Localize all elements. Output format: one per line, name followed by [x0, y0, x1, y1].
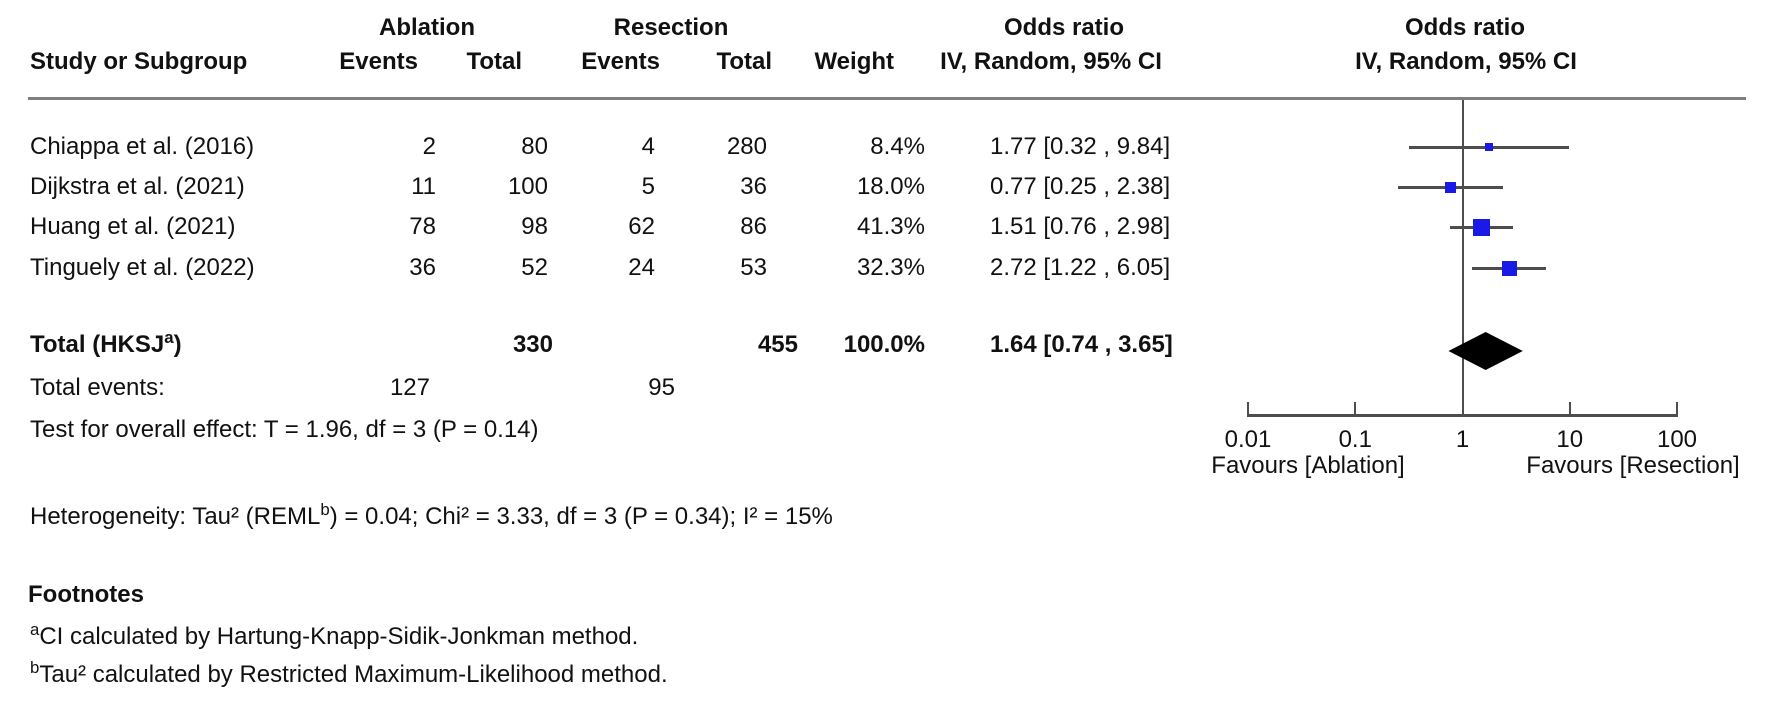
- axis-tick-mark: [1247, 402, 1249, 417]
- favours-left-label: Favours [Ablation]: [1211, 452, 1405, 479]
- events2-value: 24: [628, 254, 655, 281]
- total-events1: 127: [389, 374, 430, 401]
- total2-sum: 455: [757, 331, 798, 358]
- total-row-label: Total (HKSJa): [30, 328, 182, 360]
- total2-value: 53: [740, 254, 767, 281]
- events2-value: 4: [641, 133, 655, 160]
- total-weight: 100.0%: [843, 331, 925, 358]
- footnote-marker-b: b: [320, 500, 330, 519]
- events1-value: 2: [422, 133, 436, 160]
- footnote-b: bTau² calculated by Restricted Maximum-L…: [30, 658, 668, 690]
- summary-diamond: [1448, 332, 1523, 370]
- total-events-label: Total events:: [30, 374, 165, 401]
- total1-value: 98: [521, 213, 548, 240]
- total2-value: 36: [740, 173, 767, 200]
- axis-tick-mark: [1461, 402, 1464, 417]
- weight-value: 18.0%: [856, 173, 925, 200]
- total1-value: 100: [507, 173, 548, 200]
- footnotes-heading: Footnotes: [28, 581, 144, 608]
- footnote-a: aCI calculated by Hartung-Knapp-Sidik-Jo…: [30, 620, 639, 652]
- or-ci-value: 2.72 [1.22 , 6.05]: [990, 254, 1171, 281]
- events2-value: 62: [628, 213, 655, 240]
- events1-value: 78: [409, 213, 436, 240]
- or-square: [1444, 181, 1456, 193]
- header-separator-line: [28, 97, 1746, 100]
- total2-value: 86: [740, 213, 767, 240]
- total1-sum: 330: [512, 331, 553, 358]
- or-column-header-line1: Odds ratio: [1003, 14, 1125, 41]
- total-label-text: Total (HKSJ: [30, 331, 165, 358]
- events1-value: 36: [409, 254, 436, 281]
- footnote-marker-a: a: [164, 328, 174, 347]
- study-name: Huang et al. (2021): [30, 213, 236, 240]
- overall-effect-test: Test for overall effect: T = 1.96, df = …: [30, 416, 539, 443]
- or-ci-value: 1.51 [0.76 , 2.98]: [990, 213, 1171, 240]
- col-header-events1: Events: [339, 48, 418, 75]
- axis-tick-label: 0.1: [1338, 426, 1372, 453]
- axis-tick-mark: [1676, 402, 1678, 417]
- or-square: [1501, 260, 1517, 276]
- col-header-total1: Total: [466, 48, 522, 75]
- heterogeneity-stats: Heterogeneity: Tau² (REMLb) = 0.04; Chi²…: [30, 500, 833, 532]
- footnote-a-text: CI calculated by Hartung-Knapp-Sidik-Jon…: [39, 623, 639, 650]
- total-events2: 95: [648, 374, 675, 401]
- plot-header-line2: IV, Random, 95% CI: [1355, 48, 1577, 75]
- favours-right-label: Favours [Resection]: [1526, 452, 1740, 479]
- axis-tick-label: 10: [1556, 426, 1584, 453]
- or-square: [1485, 143, 1494, 151]
- axis-tick-mark: [1568, 402, 1571, 417]
- or-column-header-line2: IV, Random, 95% CI: [940, 48, 1162, 75]
- weight-value: 32.3%: [856, 254, 925, 281]
- col-header-events2: Events: [581, 48, 660, 75]
- footnote-a-marker: a: [30, 620, 40, 639]
- events2-value: 5: [641, 173, 655, 200]
- weight-value: 8.4%: [870, 133, 925, 160]
- footnote-b-marker: b: [30, 658, 40, 677]
- or-ci-value: 1.77 [0.32 , 9.84]: [990, 133, 1171, 160]
- weight-value: 41.3%: [856, 213, 925, 240]
- total1-value: 52: [521, 254, 548, 281]
- study-name: Dijkstra et al. (2021): [30, 173, 245, 200]
- null-effect-line: [1461, 100, 1464, 414]
- col-header-study: Study or Subgroup: [30, 48, 248, 75]
- group2-header: Resection: [613, 14, 729, 41]
- col-header-weight: Weight: [814, 48, 894, 75]
- events1-value: 11: [411, 173, 436, 200]
- axis-tick-label: 1: [1455, 426, 1470, 453]
- col-header-total2: Total: [716, 48, 772, 75]
- axis-tick-label: 0.01: [1224, 426, 1272, 453]
- total-label-close: ): [173, 331, 182, 358]
- study-name: Chiappa et al. (2016): [30, 133, 255, 160]
- total-or-ci: 1.64 [0.74 , 3.65]: [990, 331, 1173, 358]
- or-ci-value: 0.77 [0.25 , 2.38]: [990, 173, 1171, 200]
- plot-header-line1: Odds ratio: [1404, 14, 1526, 41]
- study-name: Tinguely et al. (2022): [30, 254, 255, 281]
- total1-value: 80: [521, 133, 548, 160]
- axis-tick-mark: [1354, 402, 1357, 417]
- or-square: [1473, 218, 1491, 236]
- total2-value: 280: [726, 133, 767, 160]
- group1-header: Ablation: [379, 14, 475, 41]
- footnote-b-text: Tau² calculated by Restricted Maximum-Li…: [39, 661, 668, 688]
- axis-tick-label: 100: [1656, 426, 1698, 453]
- heterogeneity-post: ) = 0.04; Chi² = 3.33, df = 3 (P = 0.34)…: [329, 503, 833, 530]
- heterogeneity-pre: Heterogeneity: Tau² (REML: [30, 503, 321, 530]
